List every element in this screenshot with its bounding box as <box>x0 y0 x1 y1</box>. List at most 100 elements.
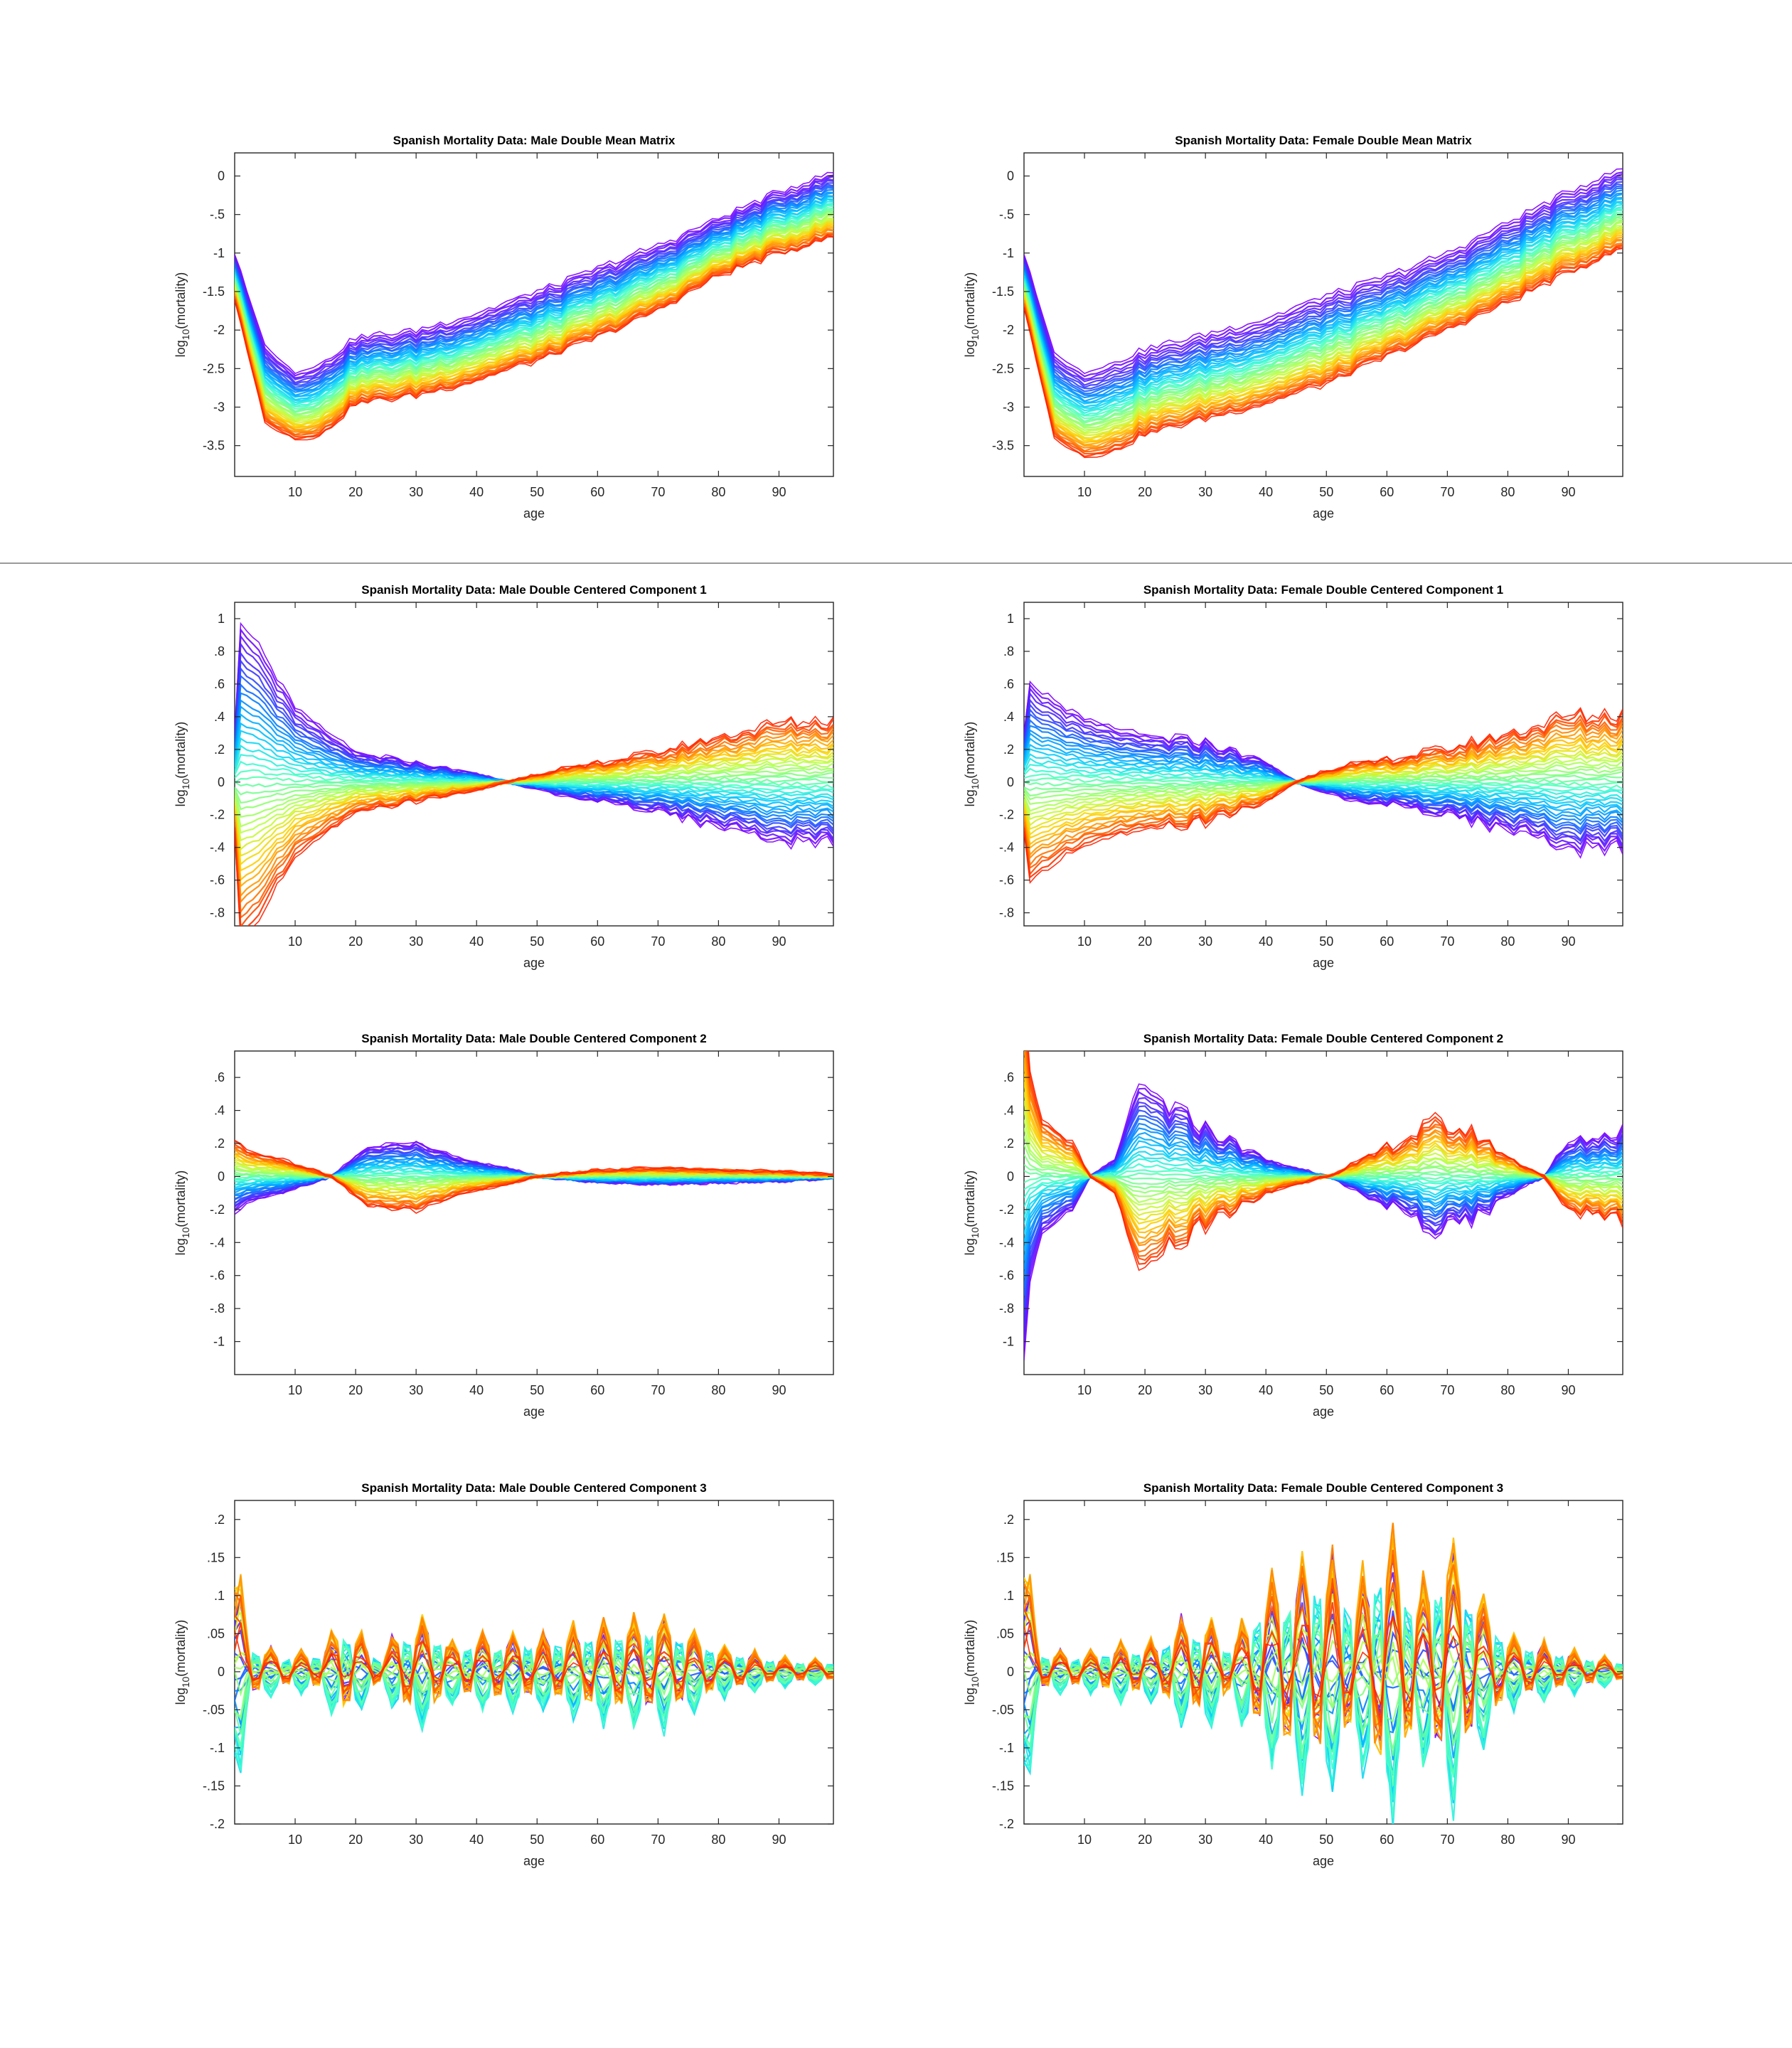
y-tick-label: .1 <box>1003 1589 1014 1603</box>
x-tick-label: 80 <box>711 1833 725 1847</box>
series-line <box>1024 212 1623 420</box>
x-tick-label: 30 <box>409 1383 423 1397</box>
series-line <box>1024 168 1623 375</box>
series-line <box>235 210 833 415</box>
chart-female_mean: Spanish Mortality Data: Female Double Me… <box>963 134 1623 521</box>
series-line <box>1024 187 1623 395</box>
series-line <box>1024 714 1623 876</box>
series-line <box>1024 221 1623 432</box>
x-tick-label: 60 <box>590 1383 604 1397</box>
series-line <box>235 236 833 441</box>
series-line <box>235 174 833 377</box>
series-line <box>1024 727 1623 857</box>
series-line <box>235 753 833 851</box>
y-tick-label: -.6 <box>210 873 225 887</box>
x-tick-label: 10 <box>288 1833 302 1847</box>
x-tick-label: 50 <box>1319 485 1333 499</box>
chart-male_comp2: Spanish Mortality Data: Male Double Cent… <box>174 1032 834 1419</box>
series-line <box>235 228 833 432</box>
plot-area <box>1023 1050 1623 1375</box>
x-tick-label: 90 <box>772 1833 786 1847</box>
series-line <box>1024 201 1623 409</box>
series-line <box>235 192 833 397</box>
series-line <box>235 218 833 422</box>
y-tick-label: 0 <box>218 169 225 183</box>
series-line <box>1024 708 1623 836</box>
series-line <box>235 215 833 420</box>
y-tick-label: .6 <box>1003 1070 1014 1084</box>
x-tick-label: 80 <box>1500 934 1515 949</box>
y-axis-label: log10(mortality) <box>963 1620 981 1705</box>
series-line <box>1024 708 1623 879</box>
y-tick-label: -.15 <box>992 1778 1014 1793</box>
x-tick-label: 40 <box>1259 1383 1273 1397</box>
x-tick-label: 80 <box>1500 1833 1515 1847</box>
x-tick-label: 90 <box>1561 1383 1575 1397</box>
y-tick-label: -1 <box>213 246 225 260</box>
x-tick-label: 20 <box>348 934 363 949</box>
x-tick-label: 60 <box>590 1833 604 1847</box>
series-line <box>1024 206 1623 415</box>
x-tick-label: 60 <box>590 485 604 499</box>
series-line <box>1024 231 1623 441</box>
series-line <box>1024 247 1623 459</box>
x-tick-label: 30 <box>1198 1833 1212 1847</box>
y-tick-label: 1 <box>1007 612 1014 626</box>
y-tick-label: -.4 <box>999 841 1014 855</box>
series-line <box>235 183 833 386</box>
chart-title: Spanish Mortality Data: Female Double Me… <box>1175 134 1472 147</box>
x-tick-label: 70 <box>1440 1383 1454 1397</box>
y-tick-label: -.2 <box>210 1202 225 1217</box>
series-line <box>1024 192 1623 399</box>
series-line <box>1028 1051 1623 1271</box>
y-tick-label: -2 <box>1003 323 1014 337</box>
series-group <box>1024 1522 1623 1824</box>
x-tick-label: 60 <box>1380 1383 1394 1397</box>
series-line <box>1024 193 1623 402</box>
x-tick-label: 40 <box>1259 1833 1273 1847</box>
series-line <box>1024 181 1623 388</box>
y-tick-label: -.5 <box>999 208 1014 222</box>
series-line <box>1024 219 1623 427</box>
x-tick-label: 70 <box>1440 934 1454 949</box>
chart-title: Spanish Mortality Data: Male Double Mean… <box>393 134 676 147</box>
y-tick-label: -1 <box>1003 246 1014 260</box>
y-tick-label: -1.5 <box>992 284 1014 299</box>
y-tick-label: .2 <box>1003 742 1014 757</box>
y-axis-label: log10(mortality) <box>174 722 191 807</box>
series-line <box>1024 178 1623 386</box>
y-tick-label: .2 <box>214 1136 225 1151</box>
series-line <box>1024 208 1623 417</box>
chart-female_comp2: Spanish Mortality Data: Female Double Ce… <box>963 1032 1623 1419</box>
series-line <box>235 203 833 406</box>
series-line <box>235 178 833 380</box>
y-tick-label: -.4 <box>210 1235 225 1249</box>
series-group <box>1024 168 1623 459</box>
y-tick-label: .6 <box>214 677 225 691</box>
series-group <box>1024 1051 1623 1360</box>
x-tick-label: 60 <box>1380 1833 1394 1847</box>
y-tick-label: .8 <box>214 644 225 658</box>
y-tick-label: .2 <box>1003 1513 1014 1527</box>
x-tick-label: 60 <box>1380 934 1394 949</box>
x-tick-label: 30 <box>1198 485 1212 499</box>
series-line <box>235 717 833 926</box>
x-axis-label: age <box>523 1404 545 1419</box>
x-tick-label: 90 <box>1561 485 1575 499</box>
x-tick-label: 70 <box>651 485 665 499</box>
x-tick-label: 10 <box>1077 1383 1092 1397</box>
y-tick-label: .15 <box>996 1550 1014 1564</box>
x-axis-label: age <box>1313 506 1334 521</box>
y-axis-label: log10(mortality) <box>174 1620 191 1705</box>
y-tick-label: -.05 <box>203 1702 225 1717</box>
y-axis-label: log10(mortality) <box>963 722 981 807</box>
x-tick-label: 20 <box>1138 1383 1152 1397</box>
x-tick-label: 50 <box>1319 1833 1333 1847</box>
x-tick-label: 80 <box>1500 485 1515 499</box>
series-line <box>235 182 833 385</box>
series-line <box>1024 235 1623 444</box>
y-tick-label: -.2 <box>999 808 1014 822</box>
y-tick-label: -3 <box>1003 400 1014 415</box>
x-tick-label: 60 <box>1380 485 1394 499</box>
x-axis-label: age <box>1313 1854 1334 1868</box>
